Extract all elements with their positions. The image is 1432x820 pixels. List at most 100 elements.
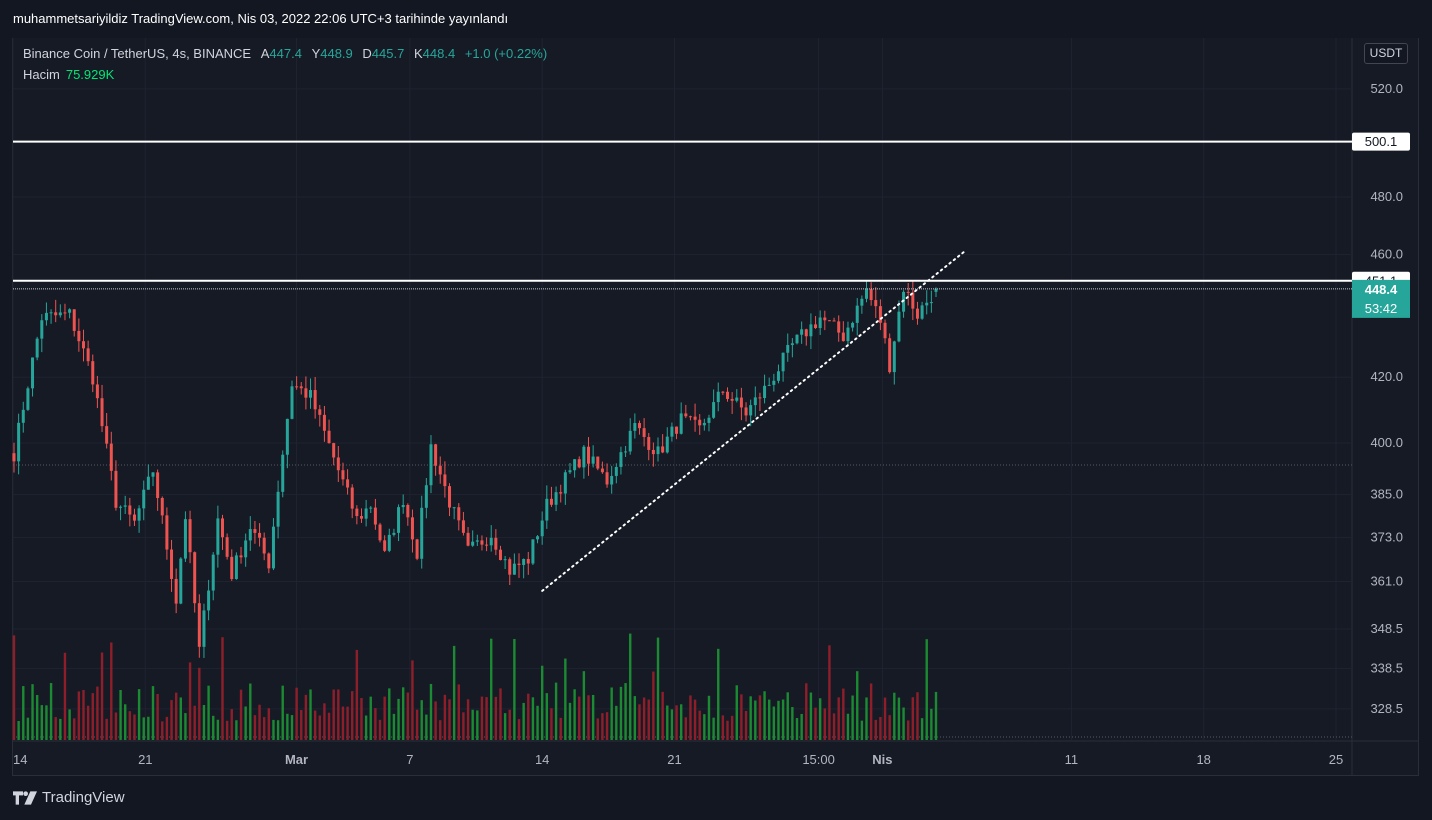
candle-body bbox=[610, 475, 614, 485]
price-tick-label: 420.0 bbox=[1370, 369, 1403, 384]
candle-body bbox=[679, 413, 683, 434]
candle-body bbox=[591, 456, 595, 464]
candle-body bbox=[81, 341, 85, 349]
volume-bar bbox=[110, 642, 113, 740]
volume-bar bbox=[828, 645, 831, 740]
candle-body bbox=[174, 578, 178, 604]
volume-bar bbox=[865, 697, 868, 740]
volume-bar bbox=[276, 720, 280, 740]
candle-body bbox=[151, 472, 155, 477]
volume-bar bbox=[170, 700, 173, 740]
volume-bar bbox=[874, 719, 877, 740]
volume-bar bbox=[832, 713, 836, 740]
chart-pane[interactable] bbox=[12, 38, 1419, 776]
candle-body bbox=[582, 446, 586, 468]
volume-bar bbox=[45, 705, 48, 740]
candle-body bbox=[656, 446, 660, 455]
volume-bar bbox=[846, 713, 850, 740]
candle-body bbox=[846, 327, 850, 342]
volume-bar bbox=[791, 707, 794, 740]
volume-bar bbox=[485, 697, 488, 740]
volume-bar bbox=[137, 689, 141, 740]
volume-bar bbox=[740, 694, 743, 740]
volume-bar bbox=[503, 713, 507, 740]
candle-body bbox=[123, 505, 127, 507]
candle-body bbox=[336, 457, 340, 471]
volume-bar bbox=[96, 686, 99, 740]
volume-bar bbox=[545, 693, 549, 740]
volume-bar bbox=[842, 688, 845, 740]
candle-body bbox=[920, 305, 924, 319]
candle-body bbox=[559, 492, 563, 494]
last-price-tag bbox=[1352, 279, 1410, 318]
candle-body bbox=[707, 417, 711, 423]
symbol-description[interactable]: Binance Coin / TetherUS, 4s, BINANCE bbox=[23, 46, 252, 61]
volume-bar bbox=[591, 694, 595, 740]
volume-bar bbox=[267, 708, 271, 740]
tradingview-brand: TradingView bbox=[42, 789, 125, 806]
price-tick-label: 480.0 bbox=[1370, 189, 1403, 204]
volume-label[interactable]: Hacim bbox=[23, 67, 60, 82]
candle-body bbox=[341, 470, 345, 480]
candle-body bbox=[878, 306, 882, 323]
volume-bar bbox=[564, 658, 567, 740]
candle-body bbox=[420, 507, 424, 559]
price-tick-label: 328.5 bbox=[1370, 701, 1403, 716]
candle-body bbox=[698, 419, 702, 426]
time-axis: 14 21 Mar 7 14 21 15:00 Nis 11 18 25 bbox=[13, 752, 1343, 767]
volume-bar bbox=[800, 713, 803, 740]
last-price-label: 448.4 bbox=[1365, 282, 1398, 297]
candle-body bbox=[804, 329, 808, 337]
candle-body bbox=[494, 537, 498, 550]
volume-bar bbox=[174, 692, 178, 740]
volume-bar bbox=[666, 705, 669, 740]
candle-body bbox=[545, 498, 549, 521]
volume-bar bbox=[73, 718, 76, 740]
volume-bar bbox=[679, 704, 683, 740]
volume-bar bbox=[781, 699, 785, 740]
volume-bar bbox=[406, 692, 410, 740]
bottom-bar bbox=[0, 776, 1432, 820]
volume-bar bbox=[304, 694, 308, 740]
dotted-trendline bbox=[541, 249, 967, 592]
candle-body bbox=[364, 508, 368, 519]
volume-bar bbox=[888, 715, 891, 740]
volume-bar bbox=[490, 638, 493, 740]
volume-bar bbox=[22, 686, 25, 740]
candle-body bbox=[424, 485, 428, 508]
volume-bar bbox=[235, 720, 238, 740]
candle-body bbox=[327, 430, 331, 444]
candle-body bbox=[253, 529, 257, 533]
close-label: K bbox=[413, 46, 423, 61]
volume-bar bbox=[332, 689, 335, 740]
volume-bar bbox=[717, 648, 720, 740]
volume-bar bbox=[527, 693, 530, 740]
currency-button[interactable]: USDT bbox=[1364, 43, 1408, 64]
volume-bar bbox=[471, 709, 474, 740]
candle-body bbox=[744, 407, 748, 416]
open-value: 447.4 bbox=[269, 46, 302, 61]
volume-bar bbox=[703, 714, 706, 740]
volume-bar bbox=[768, 699, 771, 740]
volume-bar bbox=[123, 704, 127, 740]
candle-body bbox=[105, 426, 109, 444]
time-tick-label: 21 bbox=[667, 752, 681, 767]
volume-bar bbox=[749, 696, 752, 740]
price-tick-label: 520.0 bbox=[1370, 81, 1403, 96]
candle-body bbox=[911, 292, 915, 309]
candle-body bbox=[21, 409, 25, 423]
volume-bar bbox=[286, 713, 289, 740]
candle-body bbox=[633, 423, 637, 431]
candle-body bbox=[628, 430, 632, 452]
candle-body bbox=[355, 508, 359, 517]
volume-bar bbox=[151, 686, 155, 740]
volume-bar bbox=[161, 721, 164, 740]
volume-bar bbox=[656, 637, 660, 740]
volume-bar bbox=[429, 683, 433, 740]
volume-bar bbox=[198, 667, 201, 740]
volume-bar bbox=[763, 691, 766, 740]
volume-bar bbox=[559, 717, 562, 740]
candle-body bbox=[244, 540, 248, 558]
tradingview-logo[interactable]: TradingView bbox=[13, 789, 125, 806]
